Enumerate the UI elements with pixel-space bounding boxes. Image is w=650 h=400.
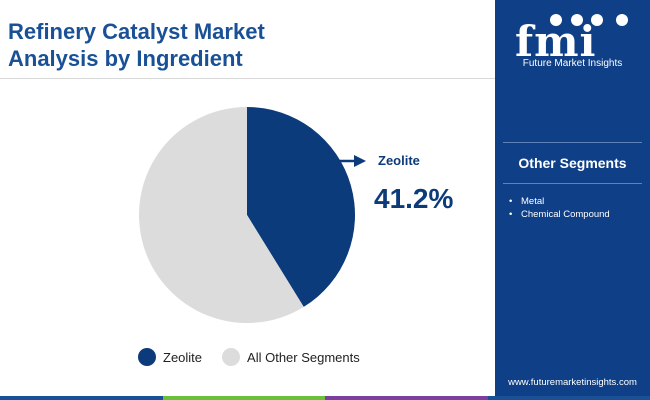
legend-swatch-other (222, 348, 241, 366)
website-url[interactable]: www.futuremarketinsights.com (508, 377, 637, 388)
segment-item: Chemical Compound (505, 208, 645, 221)
legend-swatch-zeolite (138, 348, 156, 366)
pie-slice-all-other-segments (139, 107, 304, 323)
legend-label-zeolite: Zeolite (163, 349, 203, 365)
callout-label: Zeolite (378, 153, 420, 168)
bottom-bar-segment (487, 396, 650, 400)
legend-item-zeolite: Zeolite (138, 348, 202, 366)
legend: Zeolite All Other Segments (138, 348, 380, 366)
logo-text: Future Market Insights (522, 58, 623, 69)
bottom-bar-segment (325, 396, 488, 400)
sidebar-panel: fmi Future Market Insights Other Segment… (495, 0, 650, 400)
legend-label-other: All Other Segments (247, 349, 360, 365)
other-segments-heading: Other Segments (503, 142, 642, 184)
bottom-bar-segment (0, 396, 163, 400)
pie-chart (139, 107, 366, 323)
callout-value: 41.2% (374, 183, 454, 214)
pie-slice-zeolite (247, 107, 356, 307)
title-line-1: Refinery Catalyst Market (8, 19, 265, 44)
bottom-bar-segment (162, 396, 325, 400)
svg-text:fmi: fmi (515, 17, 596, 58)
title-line-2: Analysis by Ingredient (8, 46, 243, 71)
chart-title: Refinery Catalyst Market Analysis by Ing… (8, 18, 428, 72)
fmi-logo-icon: fmi (515, 14, 628, 58)
segment-item: Metal (505, 195, 645, 208)
title-divider (0, 78, 495, 79)
legend-item-other: All Other Segments (222, 348, 360, 366)
callout-arrow (338, 155, 366, 167)
other-segments-list: Metal Chemical Compound (505, 195, 645, 221)
